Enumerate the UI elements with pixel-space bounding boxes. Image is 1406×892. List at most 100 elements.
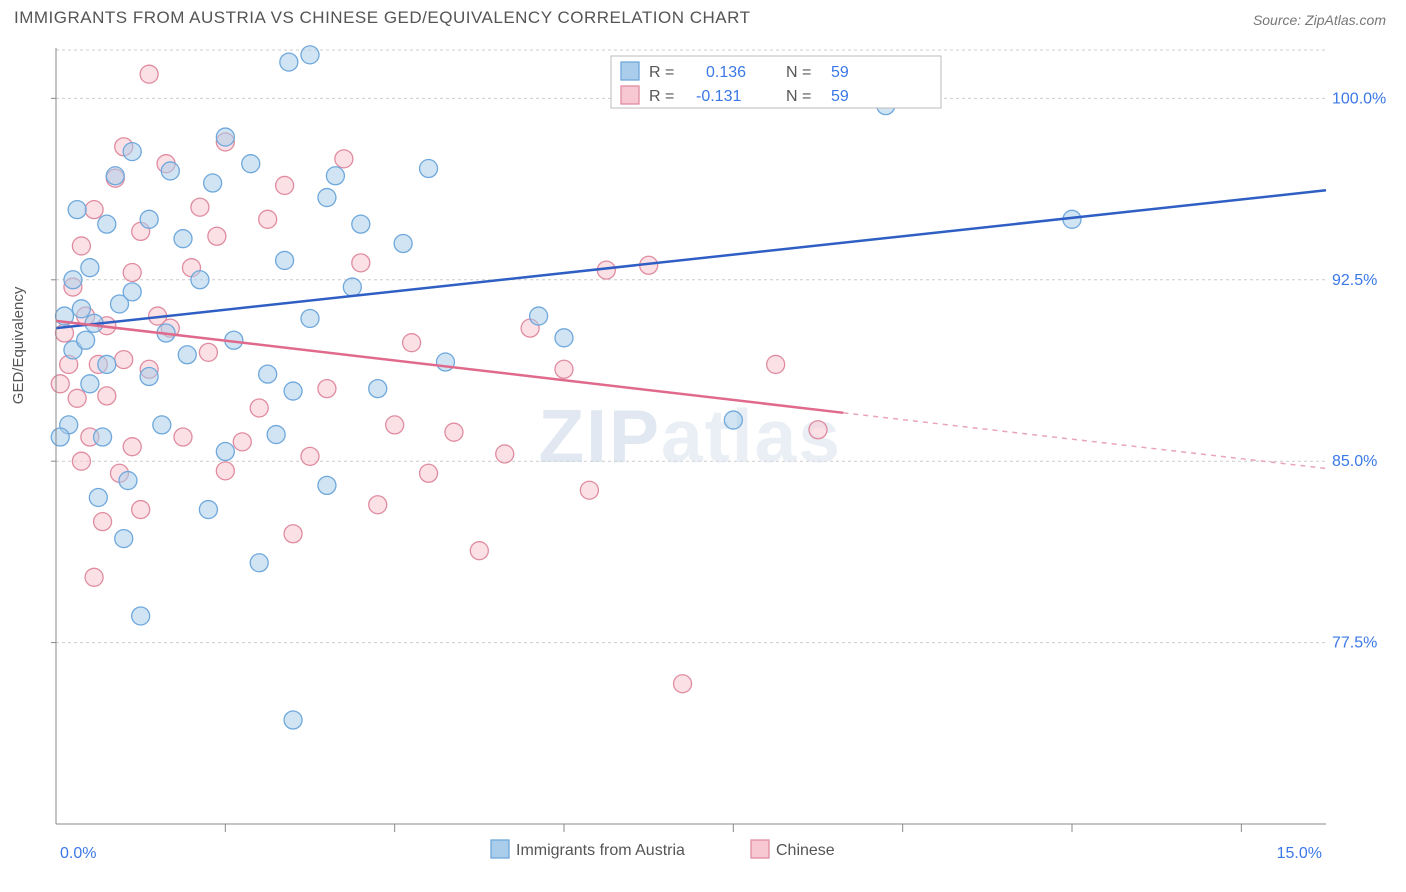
data-point-austria <box>77 331 95 349</box>
data-point-austria <box>81 375 99 393</box>
data-point-austria <box>140 210 158 228</box>
data-point-chinese <box>809 421 827 439</box>
data-point-austria <box>276 251 294 269</box>
data-point-chinese <box>403 334 421 352</box>
data-point-chinese <box>445 423 463 441</box>
data-point-chinese <box>496 445 514 463</box>
data-point-austria <box>267 426 285 444</box>
data-point-austria <box>123 143 141 161</box>
r-label: R = <box>649 64 674 81</box>
data-point-austria <box>64 271 82 289</box>
data-point-austria <box>259 365 277 383</box>
data-point-chinese <box>216 462 234 480</box>
data-point-chinese <box>72 452 90 470</box>
data-point-chinese <box>123 438 141 456</box>
trend-line-chinese <box>56 321 843 413</box>
data-point-austria <box>51 428 69 446</box>
data-point-chinese <box>191 198 209 216</box>
correlation-chart: 77.5%85.0%92.5%100.0%ZIPatlas0.0%15.0%Im… <box>14 44 1392 882</box>
y-tick-label: 77.5% <box>1332 635 1377 652</box>
legend-label-austria: Immigrants from Austria <box>516 842 685 859</box>
data-point-chinese <box>123 264 141 282</box>
data-point-chinese <box>301 447 319 465</box>
data-point-austria <box>301 46 319 64</box>
data-point-austria <box>161 162 179 180</box>
data-point-chinese <box>68 389 86 407</box>
data-point-austria <box>343 278 361 296</box>
y-axis-label: GED/Equivalency <box>10 287 27 405</box>
data-point-chinese <box>276 176 294 194</box>
data-point-austria <box>119 472 137 490</box>
data-point-chinese <box>174 428 192 446</box>
data-point-chinese <box>369 496 387 514</box>
chart-title: IMMIGRANTS FROM AUSTRIA VS CHINESE GED/E… <box>14 8 750 27</box>
data-point-chinese <box>580 481 598 499</box>
data-point-austria <box>394 235 412 253</box>
data-point-chinese <box>674 675 692 693</box>
x-min-label: 0.0% <box>60 845 96 862</box>
data-point-austria <box>420 160 438 178</box>
data-point-austria <box>94 428 112 446</box>
data-point-chinese <box>250 399 268 417</box>
data-point-chinese <box>233 433 251 451</box>
data-point-austria <box>132 607 150 625</box>
data-point-austria <box>242 155 260 173</box>
data-point-austria <box>72 300 90 318</box>
stats-swatch-chinese <box>621 86 639 104</box>
r-label: R = <box>649 88 674 105</box>
r-value-chinese: -0.131 <box>696 88 741 105</box>
data-point-austria <box>106 167 124 185</box>
stats-swatch-austria <box>621 62 639 80</box>
watermark: ZIP <box>538 394 661 478</box>
data-point-chinese <box>420 464 438 482</box>
data-point-austria <box>204 174 222 192</box>
data-point-chinese <box>284 525 302 543</box>
n-value-chinese: 59 <box>831 88 849 105</box>
data-point-chinese <box>259 210 277 228</box>
data-point-austria <box>216 128 234 146</box>
data-point-austria <box>555 329 573 347</box>
y-tick-label: 85.0% <box>1332 453 1377 470</box>
data-point-chinese <box>470 542 488 560</box>
trend-line-austria <box>56 190 1326 328</box>
data-point-austria <box>153 416 171 434</box>
data-point-austria <box>89 488 107 506</box>
data-point-chinese <box>115 351 133 369</box>
data-point-chinese <box>94 513 112 531</box>
data-point-austria <box>326 167 344 185</box>
data-point-chinese <box>555 360 573 378</box>
r-value-austria: 0.136 <box>706 64 746 81</box>
data-point-chinese <box>208 227 226 245</box>
data-point-austria <box>98 355 116 373</box>
n-label: N = <box>786 64 811 81</box>
data-point-austria <box>178 346 196 364</box>
data-point-austria <box>216 443 234 461</box>
data-point-austria <box>250 554 268 572</box>
data-point-chinese <box>352 254 370 272</box>
data-point-austria <box>352 215 370 233</box>
n-label: N = <box>786 88 811 105</box>
x-max-label: 15.0% <box>1277 845 1322 862</box>
data-point-chinese <box>318 380 336 398</box>
data-point-austria <box>140 368 158 386</box>
data-point-austria <box>318 189 336 207</box>
legend-swatch-chinese <box>751 840 769 858</box>
data-point-austria <box>199 501 217 519</box>
data-point-chinese <box>386 416 404 434</box>
n-value-austria: 59 <box>831 64 849 81</box>
data-point-chinese <box>85 201 103 219</box>
data-point-austria <box>284 711 302 729</box>
data-point-austria <box>724 411 742 429</box>
data-point-chinese <box>85 568 103 586</box>
data-point-chinese <box>72 237 90 255</box>
legend-label-chinese: Chinese <box>776 842 835 859</box>
data-point-chinese <box>132 501 150 519</box>
data-point-chinese <box>98 387 116 405</box>
data-point-austria <box>123 283 141 301</box>
y-tick-label: 92.5% <box>1332 272 1377 289</box>
data-point-chinese <box>767 355 785 373</box>
data-point-austria <box>280 53 298 71</box>
source-label: Source: ZipAtlas.com <box>1253 12 1386 28</box>
data-point-austria <box>301 309 319 327</box>
data-point-austria <box>98 215 116 233</box>
